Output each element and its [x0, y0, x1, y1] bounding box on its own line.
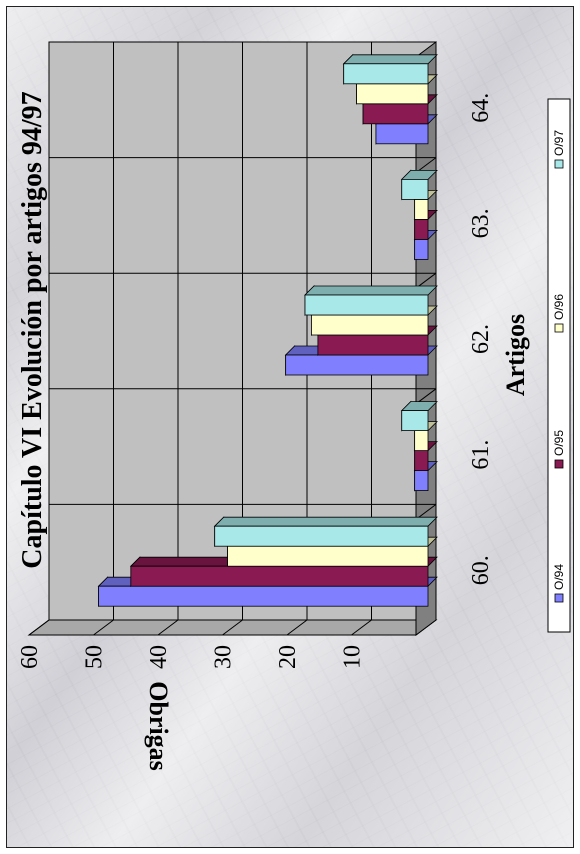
- bar-O/97-61.: [401, 410, 429, 432]
- category-tick-label: 64.: [468, 93, 494, 123]
- bar-O/96-64.: [356, 83, 429, 105]
- bar-O/96-60.: [227, 545, 429, 567]
- gridline-value-side: [286, 619, 308, 636]
- category-tick-label: 60.: [468, 555, 494, 585]
- value-tick-label: 20: [275, 645, 301, 669]
- gridline-value-side: [28, 619, 50, 636]
- legend-swatch-O/97: [554, 159, 564, 169]
- bar-O/94-64.: [375, 123, 429, 145]
- value-tick-label: 60: [17, 645, 43, 669]
- bar-O/95-60.: [130, 565, 429, 587]
- gridline-value-side: [157, 619, 179, 636]
- category-tick-label: 62.: [468, 324, 494, 354]
- y-axis-title: Obrigas: [144, 681, 173, 771]
- legend-label-O/95: O/95: [552, 430, 566, 456]
- legend-swatch-O/94: [554, 593, 564, 603]
- bar-O/95-61.: [414, 450, 429, 472]
- legend-label-O/94: O/94: [552, 564, 566, 590]
- legend-swatch-O/96: [554, 323, 564, 333]
- chart-title: Capítulo VI Evolución por artigos 94/97: [17, 91, 48, 568]
- bar-O/94-62.: [285, 354, 429, 376]
- category-tick-label: 61.: [468, 440, 494, 470]
- legend-swatch-O/95: [554, 459, 564, 469]
- legend-box: [547, 98, 571, 633]
- bar-O/95-63.: [414, 218, 429, 240]
- bar-O/97-60.: [214, 525, 429, 547]
- bar-O/94-61.: [414, 470, 429, 492]
- bar-O/94-63.: [414, 238, 429, 260]
- bar-O/96-61.: [414, 430, 429, 452]
- legend-label-O/97: O/97: [552, 130, 566, 156]
- x-axis-title: Artigos: [501, 314, 530, 396]
- value-tick-label: 50: [82, 645, 108, 669]
- gridline-value-side: [351, 619, 372, 636]
- bar-side-O/97-62.: [304, 285, 438, 296]
- bar-O/97-62.: [304, 294, 429, 316]
- value-tick-label: 30: [211, 645, 237, 669]
- category-tick-label: 63.: [468, 208, 494, 238]
- value-tick-label: 40: [146, 645, 172, 669]
- bar-O/96-63.: [414, 198, 429, 220]
- gridline-value-side: [93, 619, 114, 636]
- bar-O/97-63.: [401, 178, 429, 200]
- bar-O/96-62.: [311, 314, 429, 336]
- gridline-value-side: [222, 619, 243, 636]
- legend-label-O/96: O/96: [552, 294, 566, 320]
- bar-O/97-64.: [343, 63, 429, 85]
- value-tick-label: 10: [340, 645, 366, 669]
- bar-side-O/97-64.: [342, 54, 438, 65]
- bar-O/95-62.: [317, 334, 429, 356]
- bar-O/94-60.: [98, 585, 429, 607]
- bar-O/95-64.: [362, 103, 429, 125]
- bar-side-O/97-60.: [213, 516, 438, 527]
